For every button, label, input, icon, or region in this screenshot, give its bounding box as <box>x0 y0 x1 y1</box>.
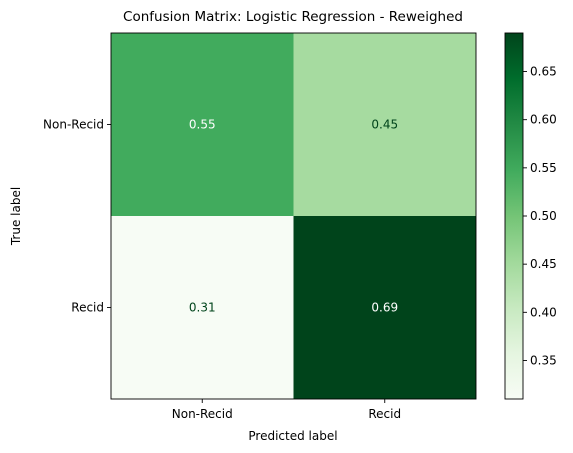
colorbar-tick-label: 0.55 <box>530 161 557 175</box>
heatmap-cell-0-0 <box>111 33 294 216</box>
x-tick-label: Non-Recid <box>172 407 233 421</box>
x-axis-label: Predicted label <box>248 429 337 443</box>
heatmap-cell-1-1 <box>293 216 476 399</box>
y-axis-label: True label <box>9 187 23 246</box>
colorbar <box>504 32 524 400</box>
cell-value-label-0-1: 0.45 <box>371 118 398 132</box>
x-axis-ticks: Non-Recid Recid <box>172 399 401 421</box>
cell-value-label-1-0: 0.31 <box>189 301 216 315</box>
heatmap-cells <box>111 33 476 399</box>
heatmap-cell-labels: 0.55 0.45 0.31 0.69 <box>189 118 398 315</box>
colorbar-tick-label: 0.50 <box>530 209 557 223</box>
plot-frame <box>110 32 477 400</box>
y-tick-label: Non-Recid <box>43 118 104 132</box>
colorbar-tick-label: 0.65 <box>530 65 557 79</box>
cell-value-label-0-0: 0.55 <box>189 118 216 132</box>
heatmap-cell-1-0 <box>111 216 294 399</box>
colorbar-tick-label: 0.40 <box>530 305 557 319</box>
colorbar-ticks: 0.35 0.40 0.45 0.50 0.55 0.60 0.65 <box>523 65 557 367</box>
colorbar-tick-label: 0.45 <box>530 257 557 271</box>
chart-title: Confusion Matrix: Logistic Regression - … <box>123 9 463 25</box>
y-axis-ticks: Non-Recid Recid <box>43 118 111 315</box>
y-tick-label: Recid <box>71 301 104 315</box>
colorbar-tick-label: 0.35 <box>530 353 557 367</box>
heatmap-cell-0-1 <box>293 33 476 216</box>
colorbar-tick-label: 0.60 <box>530 113 557 127</box>
x-tick-label: Recid <box>368 407 401 421</box>
cell-value-label-1-1: 0.69 <box>371 301 398 315</box>
